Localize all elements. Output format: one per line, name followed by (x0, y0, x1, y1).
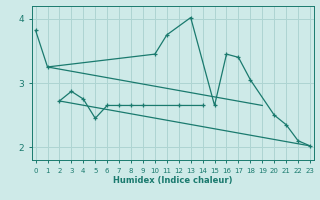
X-axis label: Humidex (Indice chaleur): Humidex (Indice chaleur) (113, 176, 233, 185)
